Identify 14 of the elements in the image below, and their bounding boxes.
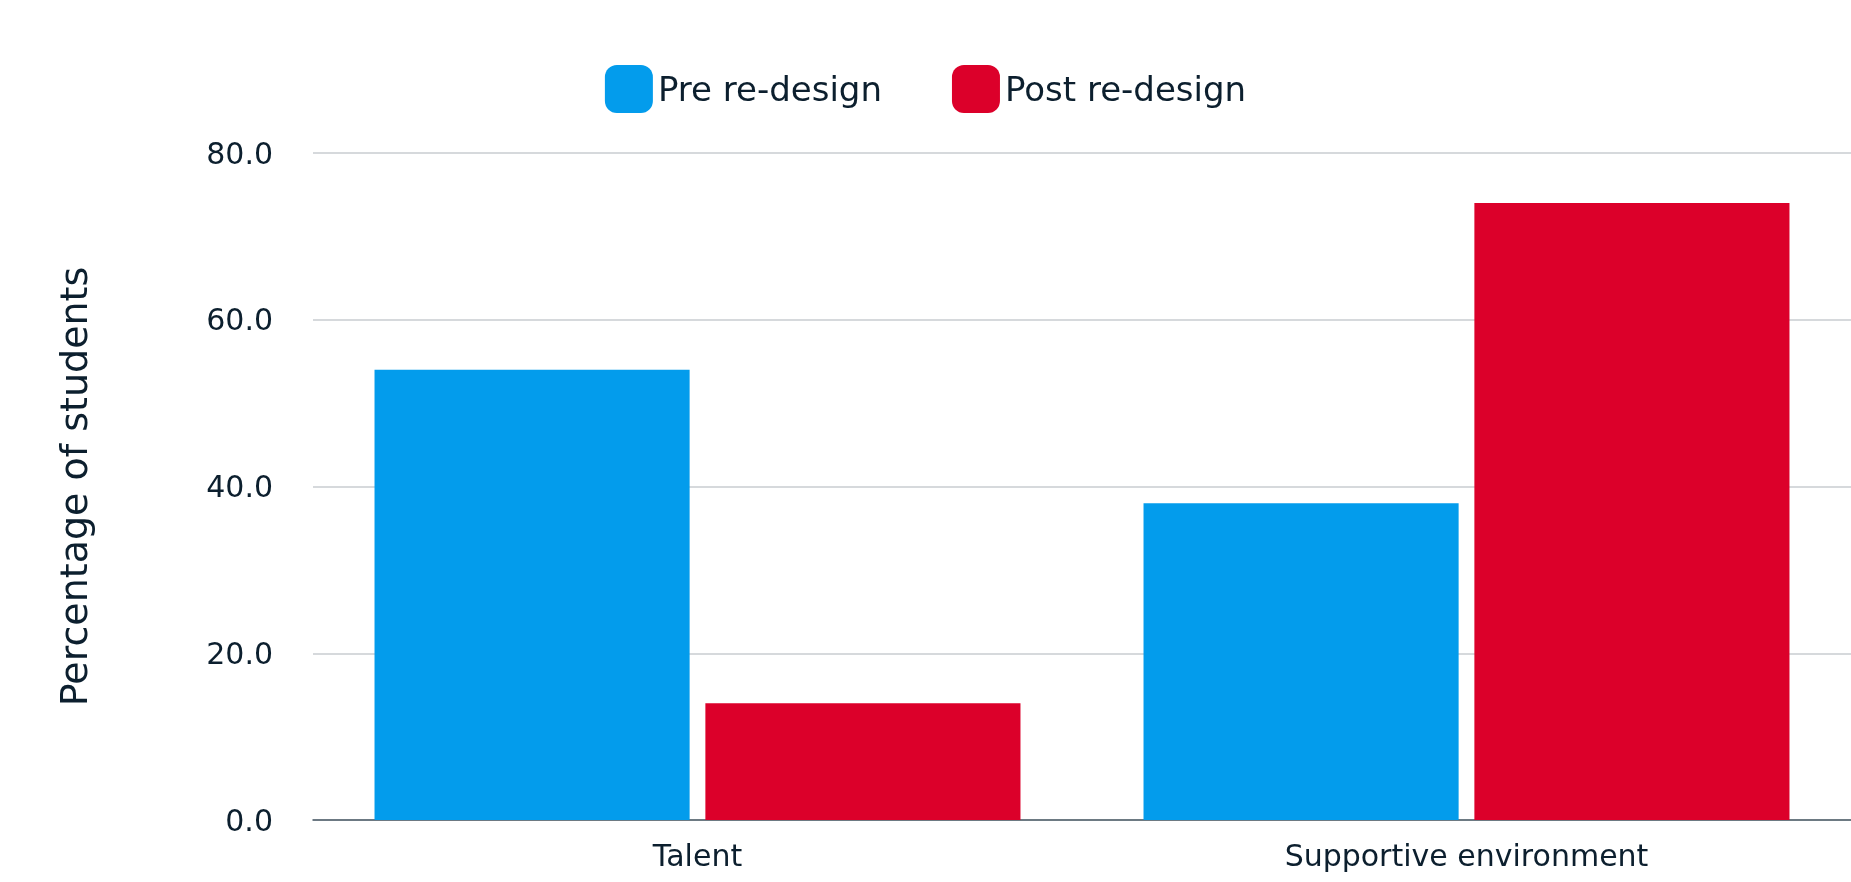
bar <box>374 369 690 820</box>
x-tick-label: Supportive environment <box>1284 837 1649 873</box>
bar <box>1474 203 1790 820</box>
x-tick-label: Talent <box>651 837 743 873</box>
legend-label: Post re-design <box>1004 69 1247 109</box>
y-tick-label: 80.0 <box>206 135 273 171</box>
y-tick-label: 60.0 <box>206 302 273 338</box>
y-tick-label: 0.0 <box>225 802 273 838</box>
y-tick-label: 40.0 <box>206 469 273 504</box>
legend-label: Pre re-design <box>657 69 882 109</box>
bar <box>1143 503 1459 820</box>
y-axis-title: Percentage of students <box>52 266 96 707</box>
y-tick-label: 20.0 <box>206 635 273 671</box>
bar <box>705 703 1021 820</box>
